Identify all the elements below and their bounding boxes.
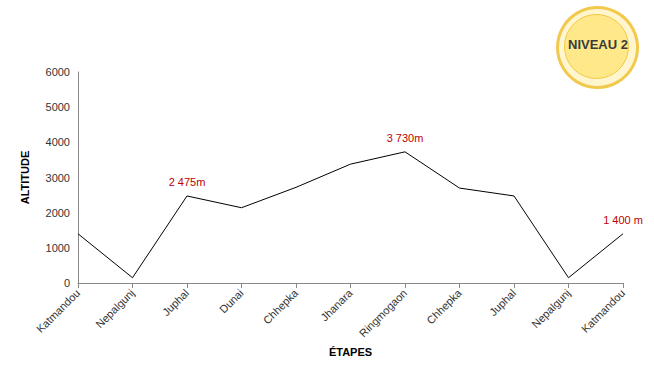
svg-text:1000: 1000 [46, 242, 70, 254]
svg-text:Jhanara: Jhanara [318, 286, 355, 323]
svg-text:6000: 6000 [46, 66, 70, 78]
svg-text:3000: 3000 [46, 172, 70, 184]
svg-text:Chhepka: Chhepka [424, 286, 464, 326]
svg-text:Juphal: Juphal [160, 287, 191, 318]
svg-text:Nepalgunj: Nepalgunj [529, 287, 572, 330]
svg-text:0: 0 [64, 277, 70, 289]
svg-text:Chhepka: Chhepka [261, 286, 301, 326]
svg-text:1 400 m: 1 400 m [603, 214, 643, 226]
svg-text:Katmandou: Katmandou [34, 287, 82, 335]
svg-text:4000: 4000 [46, 136, 70, 148]
svg-text:Katmandou: Katmandou [579, 287, 627, 335]
svg-text:Ringmogaon: Ringmogaon [357, 287, 410, 340]
svg-text:Juphal: Juphal [487, 287, 518, 318]
svg-text:ÉTAPES: ÉTAPES [329, 346, 372, 358]
svg-text:Dunai: Dunai [217, 287, 246, 316]
svg-text:ALTITUDE: ALTITUDE [19, 151, 31, 205]
svg-text:Nepalgunj: Nepalgunj [93, 287, 136, 330]
svg-text:3 730m: 3 730m [387, 132, 424, 144]
svg-text:2000: 2000 [46, 207, 70, 219]
svg-text:NIVEAU 2: NIVEAU 2 [568, 37, 628, 52]
svg-text:2 475m: 2 475m [169, 176, 206, 188]
svg-text:5000: 5000 [46, 101, 70, 113]
